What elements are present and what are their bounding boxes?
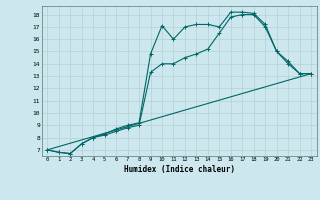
X-axis label: Humidex (Indice chaleur): Humidex (Indice chaleur) — [124, 165, 235, 174]
